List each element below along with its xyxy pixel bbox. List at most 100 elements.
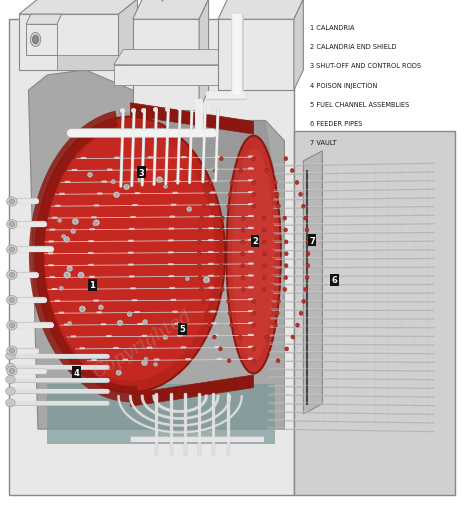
Circle shape xyxy=(276,359,280,363)
Text: 6: 6 xyxy=(331,276,337,285)
Text: 6 FEEDER PIPES: 6 FEEDER PIPES xyxy=(310,121,363,127)
Circle shape xyxy=(219,347,222,351)
Polygon shape xyxy=(57,56,118,71)
Circle shape xyxy=(227,205,230,209)
Ellipse shape xyxy=(187,207,192,212)
Ellipse shape xyxy=(7,296,17,305)
Circle shape xyxy=(200,217,204,221)
Ellipse shape xyxy=(164,186,167,188)
Ellipse shape xyxy=(185,277,189,281)
Ellipse shape xyxy=(118,322,122,325)
Circle shape xyxy=(201,300,205,304)
Circle shape xyxy=(285,347,289,351)
Ellipse shape xyxy=(78,273,84,279)
Ellipse shape xyxy=(155,364,156,366)
Circle shape xyxy=(284,252,288,257)
Circle shape xyxy=(238,335,242,339)
Ellipse shape xyxy=(124,185,129,190)
Polygon shape xyxy=(133,20,199,111)
Circle shape xyxy=(306,252,310,257)
Circle shape xyxy=(252,158,255,162)
Ellipse shape xyxy=(100,307,102,309)
Circle shape xyxy=(277,300,281,304)
Circle shape xyxy=(198,229,202,233)
Ellipse shape xyxy=(59,220,61,222)
Circle shape xyxy=(230,324,234,328)
Circle shape xyxy=(252,181,255,185)
Ellipse shape xyxy=(142,360,147,366)
Circle shape xyxy=(275,312,279,316)
Circle shape xyxy=(219,240,223,244)
Ellipse shape xyxy=(93,222,97,226)
Ellipse shape xyxy=(63,236,65,238)
Polygon shape xyxy=(130,375,254,407)
Circle shape xyxy=(305,229,309,233)
Ellipse shape xyxy=(65,238,68,241)
Circle shape xyxy=(208,324,211,328)
Circle shape xyxy=(241,217,245,221)
Circle shape xyxy=(264,169,268,173)
Polygon shape xyxy=(294,0,303,91)
Circle shape xyxy=(284,229,288,233)
Circle shape xyxy=(241,252,245,257)
Polygon shape xyxy=(303,152,322,414)
Ellipse shape xyxy=(79,307,85,313)
Circle shape xyxy=(284,264,288,268)
Ellipse shape xyxy=(154,363,157,367)
Polygon shape xyxy=(130,104,254,135)
Circle shape xyxy=(283,217,287,221)
Ellipse shape xyxy=(7,220,17,229)
Ellipse shape xyxy=(111,180,115,184)
Polygon shape xyxy=(26,15,62,25)
Polygon shape xyxy=(118,111,275,242)
Ellipse shape xyxy=(9,273,15,278)
Circle shape xyxy=(306,240,310,244)
Ellipse shape xyxy=(89,174,91,177)
Circle shape xyxy=(305,276,309,280)
Ellipse shape xyxy=(9,247,15,252)
Text: 2: 2 xyxy=(252,237,258,246)
Ellipse shape xyxy=(32,36,39,45)
Ellipse shape xyxy=(71,229,76,234)
Circle shape xyxy=(219,264,223,268)
Ellipse shape xyxy=(72,230,74,233)
Circle shape xyxy=(302,300,306,304)
Ellipse shape xyxy=(125,186,128,189)
Ellipse shape xyxy=(30,33,41,47)
Ellipse shape xyxy=(59,287,63,291)
Circle shape xyxy=(301,205,305,209)
Circle shape xyxy=(262,288,266,292)
Ellipse shape xyxy=(9,199,15,205)
Ellipse shape xyxy=(138,178,142,182)
Text: 3 SHUT-OFF AND CONTROL RODS: 3 SHUT-OFF AND CONTROL RODS xyxy=(310,63,421,69)
Ellipse shape xyxy=(188,209,191,211)
Ellipse shape xyxy=(7,271,17,280)
Circle shape xyxy=(284,240,288,244)
Circle shape xyxy=(304,288,308,292)
Ellipse shape xyxy=(9,298,15,303)
Polygon shape xyxy=(19,15,118,71)
Text: 5 FUEL CHANNEL ASSEMBLIES: 5 FUEL CHANNEL ASSEMBLIES xyxy=(310,102,410,108)
Ellipse shape xyxy=(93,220,100,226)
Text: 4: 4 xyxy=(74,368,80,377)
Polygon shape xyxy=(47,384,275,444)
Circle shape xyxy=(252,312,255,316)
Circle shape xyxy=(275,193,279,197)
Ellipse shape xyxy=(158,179,161,182)
Circle shape xyxy=(241,240,245,244)
Circle shape xyxy=(212,335,216,339)
Ellipse shape xyxy=(116,370,121,376)
Ellipse shape xyxy=(144,358,148,361)
Ellipse shape xyxy=(60,287,62,290)
Ellipse shape xyxy=(9,222,15,227)
Text: 2 CALANDRIA END SHIELD: 2 CALANDRIA END SHIELD xyxy=(310,44,397,50)
Ellipse shape xyxy=(81,308,84,311)
Circle shape xyxy=(263,264,266,268)
Ellipse shape xyxy=(137,169,141,173)
Circle shape xyxy=(252,324,255,328)
Text: 1: 1 xyxy=(90,281,95,290)
Circle shape xyxy=(228,312,232,316)
Circle shape xyxy=(219,158,223,162)
Circle shape xyxy=(202,205,206,209)
Ellipse shape xyxy=(127,312,132,317)
